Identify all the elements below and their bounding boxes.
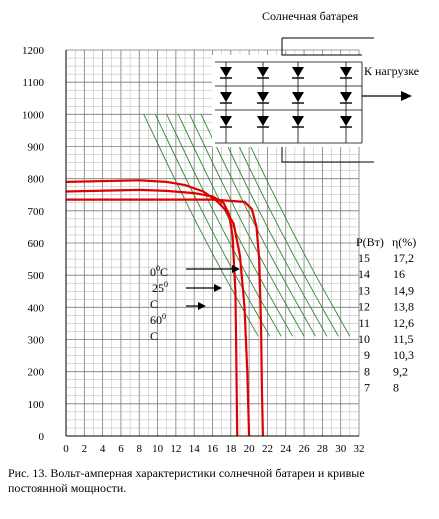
table-cell-power: 14 xyxy=(358,267,370,281)
power-efficiency-table: Р(Вт) η(%) 15 17,2 14 16 13 14,9 12 13,8 11 12,6 10 1… xyxy=(356,235,416,395)
chart-axes xyxy=(65,50,359,437)
solar-battery-schematic: Солнечная батарея К нагрузке xyxy=(212,9,419,163)
iv-curve-0 xyxy=(65,179,251,437)
diode-symbol xyxy=(340,116,352,126)
y-tick-label: 1100 xyxy=(22,77,44,89)
constant-power-curve xyxy=(212,114,328,337)
x-tick-label: 26 xyxy=(299,443,311,455)
x-tick-label: 6 xyxy=(118,443,124,455)
x-tick-label: 20 xyxy=(244,443,256,455)
figure-caption: Рис. 13. Вольт-амперная характеристики с… xyxy=(8,466,365,495)
table-cell-efficiency: 16 xyxy=(393,267,405,281)
diode-symbol xyxy=(220,92,232,102)
table-cell-power: 13 xyxy=(358,283,370,297)
x-tick-labels: 0 2 4 6 8 10 12 14 16 18 20 22 24 26 28 30 32 xyxy=(63,443,364,455)
diode-symbol xyxy=(340,67,352,77)
table-cell-efficiency: 13,8 xyxy=(393,300,414,314)
table-cell-power: 7 xyxy=(364,381,370,395)
table-header-efficiency: η(%) xyxy=(392,235,416,249)
constant-power-curve xyxy=(143,114,259,337)
x-tick-label: 24 xyxy=(280,443,292,455)
constant-power-curve xyxy=(234,114,351,337)
y-tick-label: 200 xyxy=(28,367,45,379)
y-tick-label: 1200 xyxy=(22,45,45,57)
iv-curve-2 xyxy=(66,198,264,437)
table-cell-power: 9 xyxy=(364,348,370,362)
bus-top xyxy=(281,38,362,56)
y-tick-label: 900 xyxy=(28,142,45,154)
y-tick-label: 800 xyxy=(28,174,45,186)
iv-curves xyxy=(65,179,264,437)
x-tick-label: 30 xyxy=(335,443,347,455)
load-arrow-head xyxy=(401,91,412,101)
bus-bottom xyxy=(281,147,374,163)
diode-symbol xyxy=(292,67,304,77)
x-tick-label: 16 xyxy=(207,443,219,455)
curve-label-25c-line1: 250 xyxy=(152,280,168,295)
diode-symbol xyxy=(340,92,352,102)
x-tick-label: 18 xyxy=(225,443,237,455)
diode-symbol xyxy=(220,67,232,77)
table-cell-efficiency: 10,3 xyxy=(393,348,414,362)
y-tick-label: 100 xyxy=(28,399,45,411)
x-tick-label: 22 xyxy=(262,443,273,455)
curve-label-0c: 00С xyxy=(150,264,168,279)
inset-title: Солнечная батарея xyxy=(262,9,359,23)
x-tick-label: 10 xyxy=(152,443,164,455)
y-tick-label: 300 xyxy=(28,335,45,347)
diode-symbol xyxy=(257,116,269,126)
label-arrow-head xyxy=(232,265,240,273)
table-cell-power: 15 xyxy=(358,251,370,265)
curve-label-60c-line1: 600 xyxy=(150,312,166,327)
curve-label-25c-line2: С xyxy=(150,297,158,311)
x-tick-label: 8 xyxy=(137,443,143,455)
constant-power-curve xyxy=(200,114,316,337)
y-tick-label: 700 xyxy=(28,206,45,218)
table-cell-power: 11 xyxy=(358,316,370,330)
diode-symbol xyxy=(257,92,269,102)
table-cell-efficiency: 14,9 xyxy=(393,283,414,297)
x-tick-label: 4 xyxy=(100,443,106,455)
table-cell-efficiency: 12,6 xyxy=(393,316,414,330)
x-tick-label: 0 xyxy=(63,443,69,455)
table-cell-efficiency: 11,5 xyxy=(393,332,414,346)
label-arrow-head xyxy=(198,302,206,310)
constant-power-curve xyxy=(223,114,339,337)
x-tick-label: 28 xyxy=(317,443,329,455)
table-header-power: Р(Вт) xyxy=(356,235,384,249)
constant-power-curve xyxy=(154,114,271,337)
inset-background xyxy=(212,55,364,147)
table-cell-power: 12 xyxy=(358,300,370,314)
diode-symbol xyxy=(292,116,304,126)
table-cell-power: 10 xyxy=(358,332,370,346)
diode-symbol xyxy=(292,92,304,102)
y-tick-label: 500 xyxy=(28,270,45,282)
table-cell-efficiency: 8 xyxy=(393,381,399,395)
table-cell-efficiency: 9,2 xyxy=(393,364,408,378)
y-tick-labels: 0 100 200 300 400 500 600 700 800 900 1000 1100 1200 xyxy=(22,45,45,443)
table-cell-efficiency: 17,2 xyxy=(393,251,414,265)
label-arrow-head xyxy=(214,284,222,292)
y-tick-label: 1000 xyxy=(22,109,45,121)
x-tick-label: 12 xyxy=(170,443,181,455)
load-label: К нагрузке xyxy=(364,64,419,78)
x-tick-label: 32 xyxy=(354,443,365,455)
constant-power-curve xyxy=(166,114,282,337)
y-tick-label: 0 xyxy=(39,431,45,443)
y-tick-label: 400 xyxy=(28,302,45,314)
diode-symbol xyxy=(257,67,269,77)
constant-power-curves xyxy=(143,114,351,337)
table-cell-power: 8 xyxy=(364,364,370,378)
curve-labels: 00С 250 С 600 С xyxy=(150,264,240,343)
iv-curve-1 xyxy=(65,188,239,437)
x-tick-label: 14 xyxy=(189,443,201,455)
y-tick-label: 600 xyxy=(28,238,45,250)
diode-symbol xyxy=(220,116,232,126)
curve-label-60c-line2: С xyxy=(150,329,158,343)
constant-power-curve xyxy=(189,114,305,337)
x-tick-label: 2 xyxy=(82,443,88,455)
